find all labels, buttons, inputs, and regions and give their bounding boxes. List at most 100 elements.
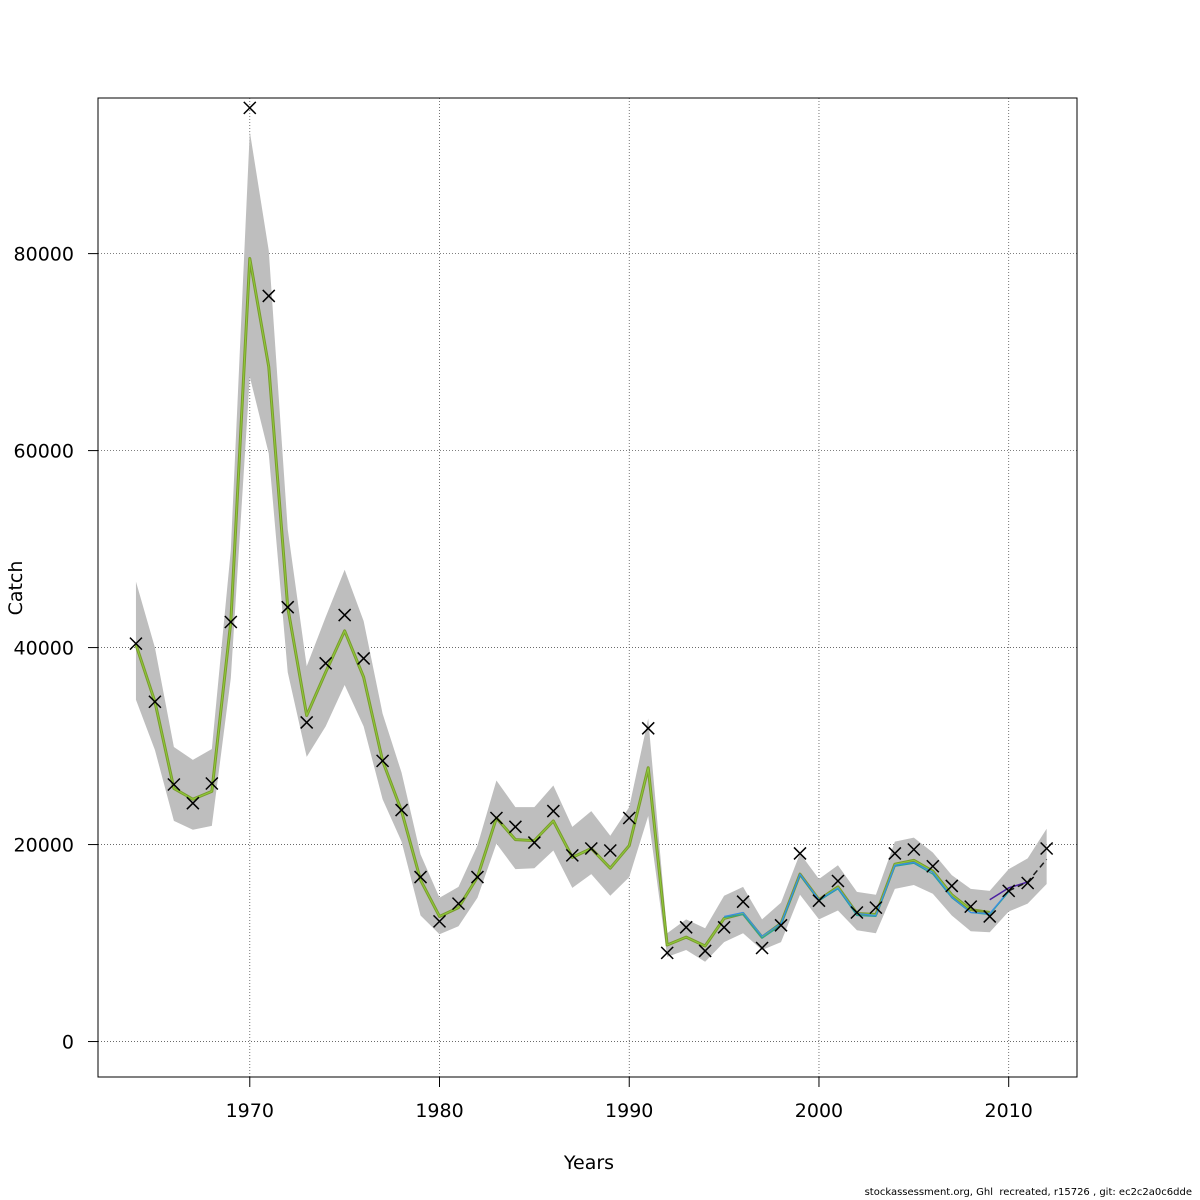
- observed-point-stroke: [565, 848, 579, 862]
- observed-point: [812, 894, 826, 908]
- confidence-band: [135, 131, 1047, 962]
- observed-point: [774, 918, 788, 932]
- y-axis-label: Catch: [5, 561, 27, 616]
- observed-point-stroke: [300, 715, 314, 729]
- observed-point-stroke: [205, 776, 219, 791]
- x-tick-label: 2000: [795, 1100, 843, 1122]
- observed-point: [1021, 876, 1035, 890]
- observed-point: [584, 841, 598, 856]
- observed-point-stroke: [376, 754, 390, 768]
- observed-point-stroke: [964, 900, 978, 914]
- x-tick-label: 1980: [415, 1100, 463, 1122]
- observed-point-stroke: [527, 836, 541, 850]
- observed-markers: [129, 101, 1054, 960]
- observed-point-stroke: [584, 841, 598, 856]
- observed-point-stroke: [812, 894, 826, 908]
- observed-point-stroke: [319, 656, 333, 670]
- observed-point-stroke: [641, 721, 655, 735]
- observed-point: [224, 615, 238, 629]
- observed-point: [508, 820, 522, 834]
- observed-point-stroke: [451, 897, 466, 911]
- observed-point-stroke: [338, 608, 352, 622]
- plot-frame: [97, 97, 1078, 1078]
- observed-point-stroke: [755, 941, 769, 955]
- observed-point: [451, 897, 466, 911]
- observed-point: [698, 944, 712, 958]
- observed-point-stroke: [869, 901, 883, 915]
- series-lines: [134, 257, 1048, 948]
- observed-point: [869, 901, 883, 915]
- observed-point-stroke: [262, 289, 276, 303]
- observed-point: [186, 796, 200, 810]
- observed-point-stroke: [186, 796, 200, 810]
- x-tick-label: 1990: [605, 1100, 653, 1122]
- observed-point: [755, 941, 769, 955]
- confidence-band-area: [135, 131, 1047, 962]
- observed-point: [660, 946, 674, 960]
- observed-point-stroke: [679, 920, 693, 934]
- observed-point-stroke: [603, 843, 617, 858]
- observed-point-stroke: [395, 803, 409, 817]
- observed-point-stroke: [129, 637, 143, 651]
- observed-point: [167, 777, 181, 792]
- observed-point: [470, 870, 484, 884]
- series-line-5: [989, 881, 1028, 901]
- observed-point-stroke: [945, 879, 959, 893]
- observed-point: [281, 600, 295, 614]
- x-tick-label: 1970: [226, 1100, 274, 1122]
- x-axis-ticks: 1970 1980 1990 2000 2010: [226, 1077, 1033, 1122]
- observed-point: [129, 637, 143, 651]
- observed-point-stroke: [660, 946, 674, 960]
- observed-point: [1040, 841, 1054, 856]
- observed-point: [945, 879, 959, 893]
- observed-point-stroke: [243, 101, 257, 115]
- observed-point-stroke: [470, 870, 484, 884]
- observed-point: [338, 608, 352, 622]
- observed-point: [641, 721, 655, 735]
- observed-point: [565, 848, 579, 862]
- y-tick-label: 80000: [14, 244, 74, 266]
- observed-point: [243, 101, 257, 115]
- observed-point: [888, 846, 902, 860]
- observed-point-stroke: [907, 842, 921, 857]
- observed-point: [262, 289, 276, 303]
- observed-point-stroke: [736, 895, 750, 909]
- observed-point-stroke: [717, 920, 731, 934]
- y-tick-label: 60000: [14, 441, 74, 463]
- observed-point-stroke: [224, 615, 238, 629]
- observed-point-stroke: [926, 859, 940, 873]
- observed-point-stroke: [698, 944, 712, 958]
- observed-point: [148, 695, 162, 709]
- observed-point-stroke: [1021, 876, 1035, 890]
- observed-point-stroke: [793, 846, 807, 860]
- observed-point: [395, 803, 409, 817]
- y-tick-label: 0: [62, 1032, 74, 1054]
- observed-point: [926, 859, 940, 873]
- observed-point: [489, 811, 503, 825]
- observed-point-stroke: [167, 777, 181, 792]
- observed-point-stroke: [546, 804, 560, 818]
- observed-point: [907, 842, 921, 857]
- observed-point: [527, 836, 541, 850]
- observed-point: [357, 651, 371, 665]
- observed-point-stroke: [281, 600, 295, 614]
- observed-point: [319, 656, 333, 670]
- observed-point: [546, 804, 560, 818]
- y-tick-label: 20000: [14, 835, 74, 857]
- observed-point: [603, 843, 617, 858]
- observed-point: [622, 811, 636, 825]
- observed-point-stroke: [508, 820, 522, 834]
- observed-point: [793, 846, 807, 860]
- observed-point: [983, 909, 997, 923]
- observed-point-stroke: [888, 846, 902, 860]
- x-tick-label: 2010: [985, 1100, 1033, 1122]
- footer-credit: stockassessment.org, Ghl recreated, r157…: [864, 1187, 1192, 1198]
- observed-point-stroke: [831, 874, 845, 888]
- y-axis-ticks: 0 20000 40000 60000 80000: [14, 244, 98, 1054]
- observed-point-stroke: [983, 909, 997, 923]
- observed-point-stroke: [850, 905, 864, 920]
- observed-point-stroke: [1002, 884, 1016, 898]
- observed-point-stroke: [622, 811, 636, 825]
- observed-point-stroke: [432, 914, 447, 928]
